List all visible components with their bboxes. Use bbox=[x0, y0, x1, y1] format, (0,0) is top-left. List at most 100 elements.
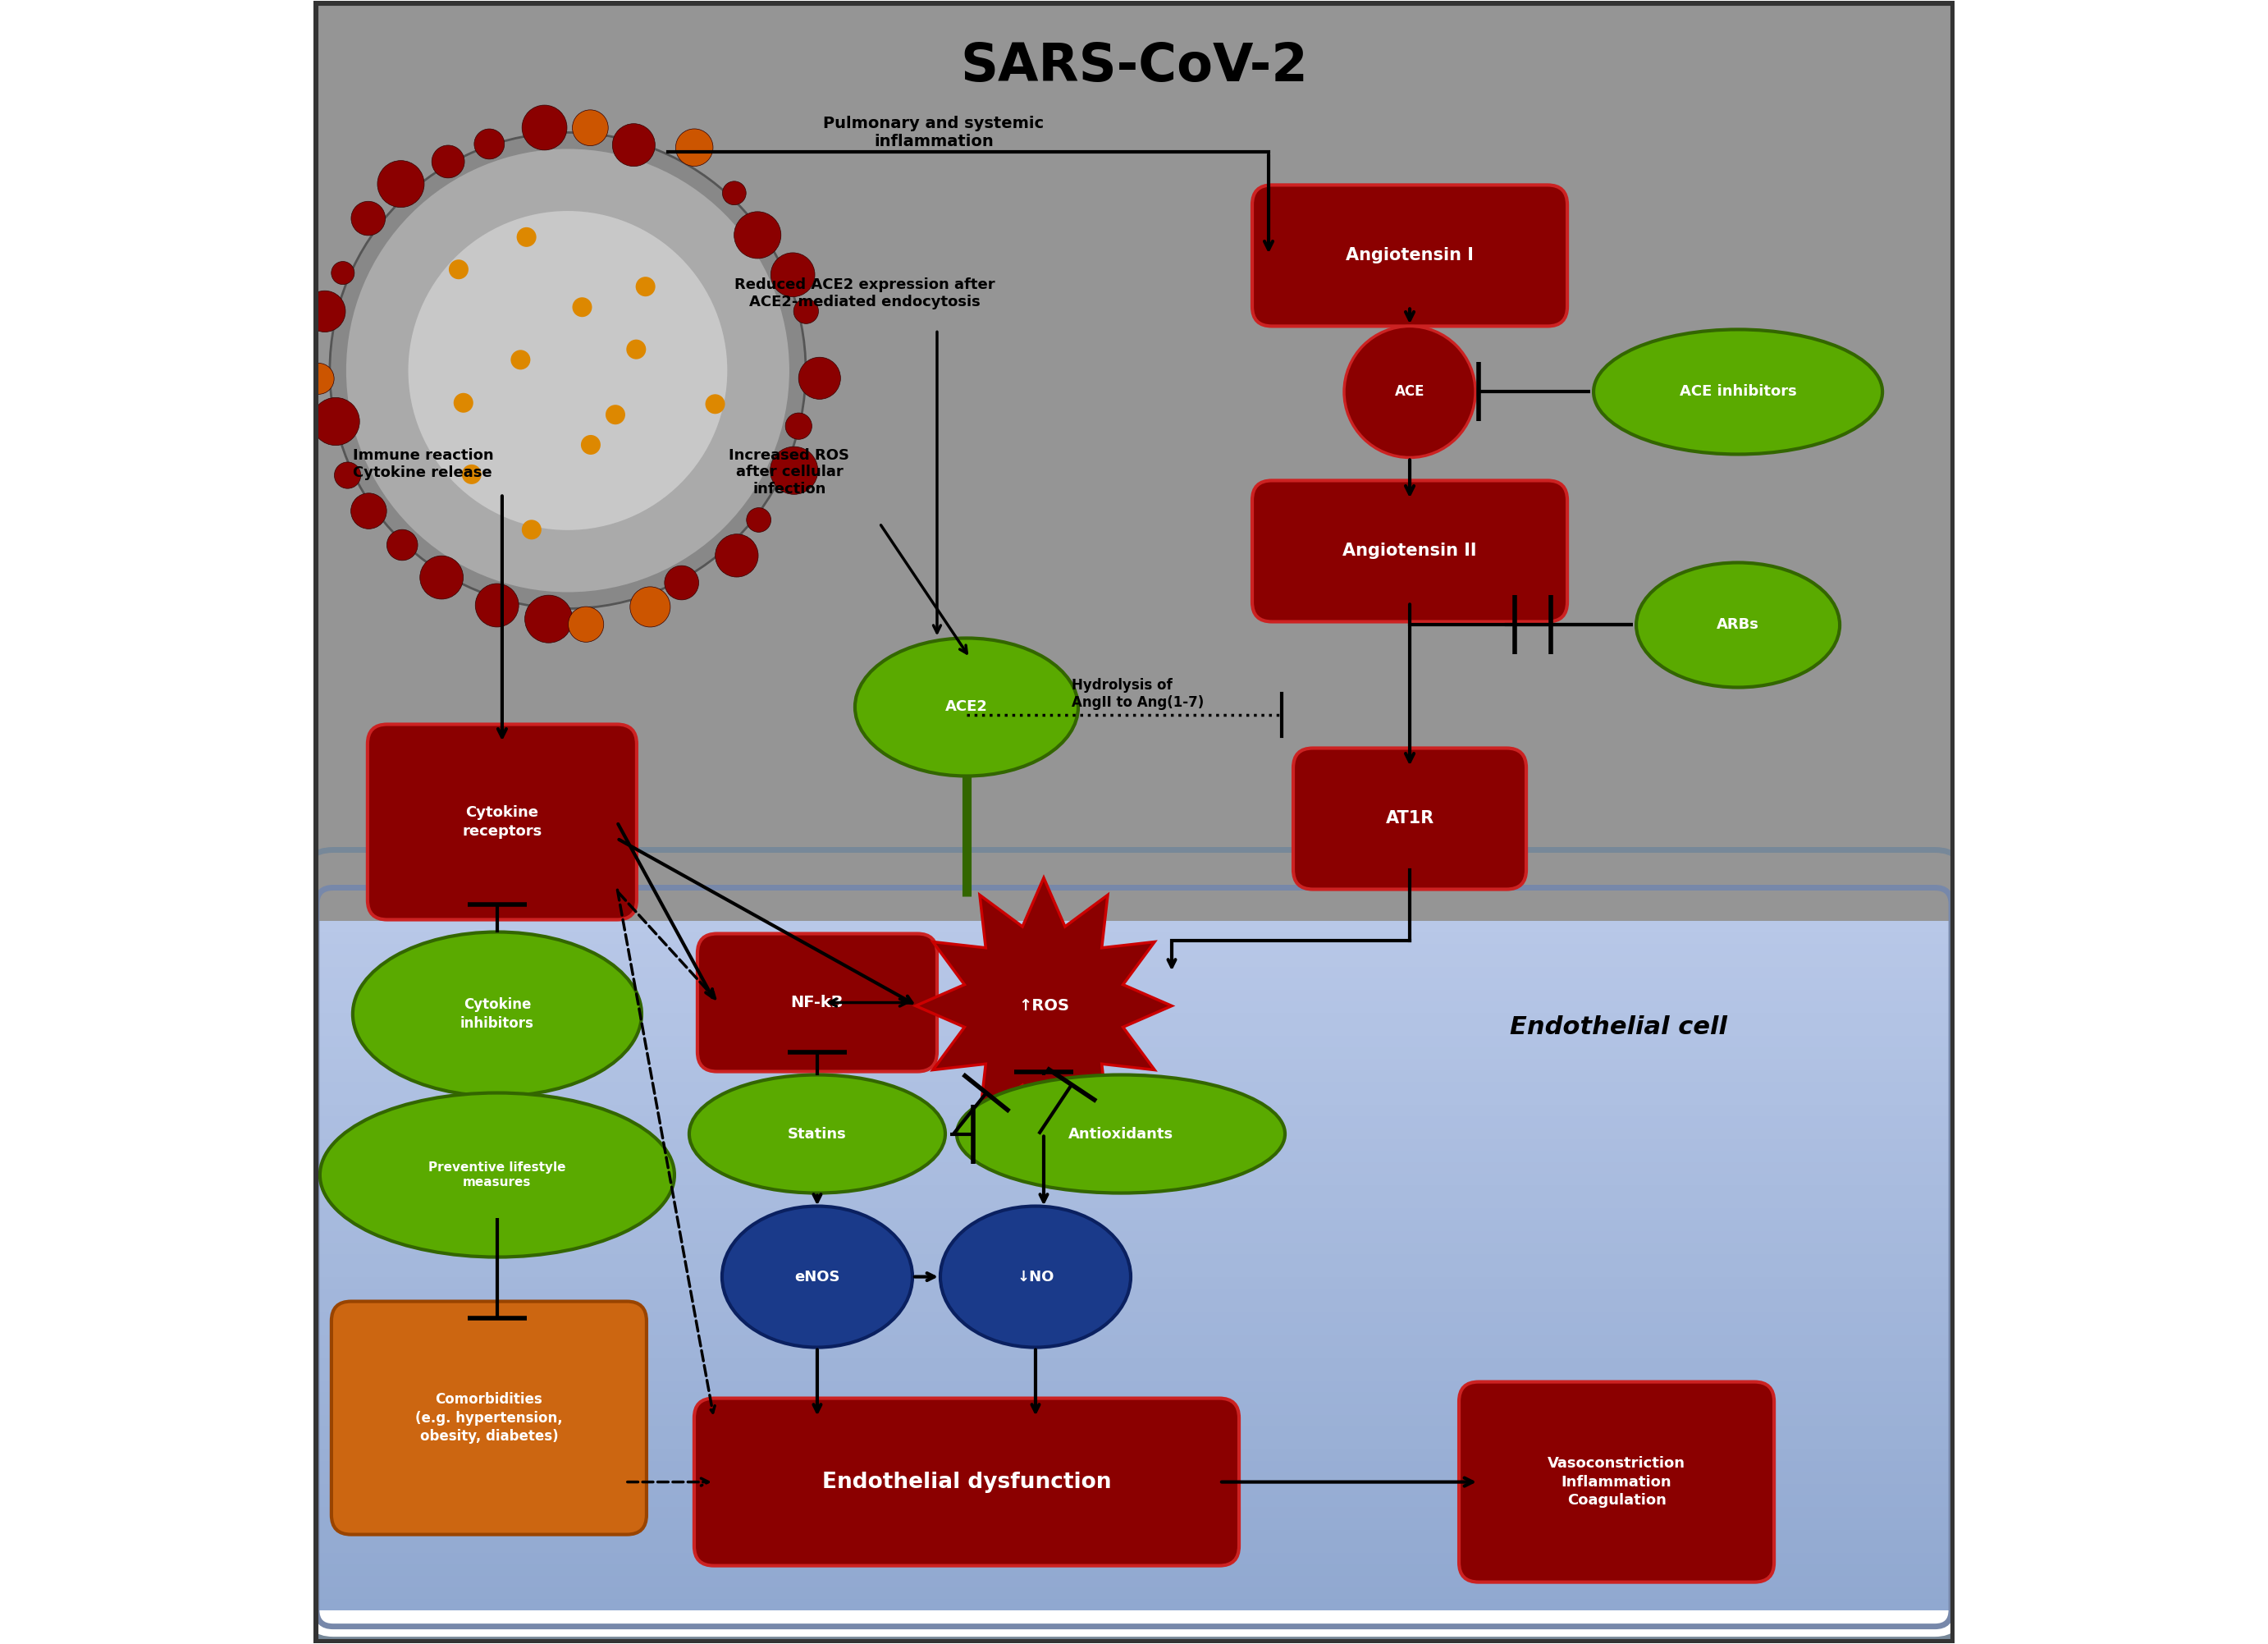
Bar bbox=[313, 1139, 1955, 1151]
Text: Immune reaction
Cytokine release: Immune reaction Cytokine release bbox=[354, 449, 494, 480]
Bar bbox=[313, 1529, 1955, 1540]
Ellipse shape bbox=[957, 1075, 1286, 1194]
Polygon shape bbox=[916, 878, 1173, 1134]
Text: Pulmonary and systemic
inflammation: Pulmonary and systemic inflammation bbox=[823, 115, 1043, 150]
Bar bbox=[313, 1575, 1955, 1586]
Bar bbox=[313, 1220, 1955, 1231]
Circle shape bbox=[798, 357, 841, 399]
Circle shape bbox=[352, 201, 386, 235]
Bar bbox=[313, 1517, 1955, 1529]
Text: Increased ROS
after cellular
infection: Increased ROS after cellular infection bbox=[728, 447, 850, 496]
Bar bbox=[313, 1586, 1955, 1598]
Circle shape bbox=[635, 276, 655, 296]
Text: Endothelial cell: Endothelial cell bbox=[1510, 1016, 1726, 1039]
FancyBboxPatch shape bbox=[1252, 480, 1567, 621]
Circle shape bbox=[785, 413, 812, 439]
Circle shape bbox=[522, 520, 542, 539]
Circle shape bbox=[311, 398, 361, 446]
Bar bbox=[313, 1335, 1955, 1346]
Bar bbox=[313, 1105, 1955, 1116]
Bar bbox=[313, 1506, 1955, 1517]
Circle shape bbox=[606, 404, 626, 424]
Circle shape bbox=[569, 607, 603, 643]
Bar bbox=[313, 1266, 1955, 1277]
Text: NF-kB: NF-kB bbox=[792, 995, 844, 1011]
Circle shape bbox=[572, 298, 592, 317]
Text: Angiotensin II: Angiotensin II bbox=[1343, 543, 1476, 559]
Circle shape bbox=[376, 161, 424, 207]
Text: ARBs: ARBs bbox=[1717, 618, 1760, 633]
Bar bbox=[313, 932, 1955, 944]
Ellipse shape bbox=[721, 1207, 912, 1348]
Text: Preventive lifestyle
measures: Preventive lifestyle measures bbox=[429, 1161, 567, 1189]
Circle shape bbox=[510, 350, 531, 370]
Text: Comorbidities
(e.g. hypertension,
obesity, diabetes): Comorbidities (e.g. hypertension, obesit… bbox=[415, 1392, 562, 1443]
Circle shape bbox=[304, 363, 333, 395]
Bar bbox=[313, 944, 1955, 955]
Bar bbox=[313, 1174, 1955, 1185]
Ellipse shape bbox=[855, 638, 1077, 776]
Bar bbox=[313, 1404, 1955, 1414]
Bar bbox=[313, 1460, 1955, 1471]
Bar bbox=[313, 978, 1955, 990]
Circle shape bbox=[463, 465, 481, 485]
Bar bbox=[313, 1231, 1955, 1243]
FancyBboxPatch shape bbox=[1293, 748, 1526, 889]
Bar bbox=[313, 1036, 1955, 1047]
Circle shape bbox=[794, 299, 819, 324]
Text: Antioxidants: Antioxidants bbox=[1068, 1126, 1173, 1141]
Bar bbox=[313, 1300, 1955, 1312]
Bar bbox=[313, 1093, 1955, 1105]
Text: Reduced ACE2 expression after
ACE2-mediated endocytosis: Reduced ACE2 expression after ACE2-media… bbox=[735, 278, 996, 309]
Text: Endothelial dysfunction: Endothelial dysfunction bbox=[821, 1471, 1111, 1493]
Circle shape bbox=[517, 227, 535, 247]
FancyBboxPatch shape bbox=[1252, 186, 1567, 326]
Circle shape bbox=[476, 584, 519, 626]
Bar bbox=[313, 1437, 1955, 1448]
Circle shape bbox=[522, 105, 567, 150]
FancyBboxPatch shape bbox=[331, 1302, 646, 1534]
Bar bbox=[313, 1128, 1955, 1139]
Bar bbox=[313, 1312, 1955, 1323]
Bar bbox=[313, 1414, 1955, 1425]
Bar bbox=[313, 1151, 1955, 1162]
Bar bbox=[313, 1024, 1955, 1036]
Bar bbox=[313, 1047, 1955, 1059]
Bar bbox=[313, 1197, 1955, 1208]
Circle shape bbox=[388, 529, 417, 561]
Ellipse shape bbox=[1594, 329, 1882, 454]
Ellipse shape bbox=[354, 932, 642, 1097]
Text: Angiotensin I: Angiotensin I bbox=[1345, 247, 1474, 263]
Text: ↓NO: ↓NO bbox=[1016, 1269, 1055, 1284]
Text: Cytokine
inhibitors: Cytokine inhibitors bbox=[460, 998, 533, 1031]
Circle shape bbox=[1345, 326, 1476, 457]
Bar bbox=[313, 1013, 1955, 1024]
Bar bbox=[313, 1483, 1955, 1494]
Text: Vasoconstriction
Inflammation
Coagulation: Vasoconstriction Inflammation Coagulatio… bbox=[1547, 1457, 1685, 1508]
Circle shape bbox=[735, 212, 780, 258]
Bar bbox=[313, 2, 1955, 921]
Circle shape bbox=[352, 493, 386, 529]
Bar bbox=[313, 1323, 1955, 1335]
Circle shape bbox=[333, 462, 361, 488]
Circle shape bbox=[347, 150, 789, 592]
Text: ACE: ACE bbox=[1395, 385, 1424, 399]
Circle shape bbox=[771, 253, 814, 298]
Bar bbox=[313, 1369, 1955, 1381]
Text: eNOS: eNOS bbox=[794, 1269, 839, 1284]
Circle shape bbox=[771, 447, 819, 495]
Bar bbox=[313, 967, 1955, 978]
Bar bbox=[313, 1425, 1955, 1437]
Circle shape bbox=[626, 340, 646, 358]
Circle shape bbox=[746, 508, 771, 533]
Bar bbox=[313, 921, 1955, 932]
Circle shape bbox=[454, 393, 474, 413]
Circle shape bbox=[631, 587, 671, 626]
Text: ↑ROS: ↑ROS bbox=[1018, 998, 1068, 1014]
FancyBboxPatch shape bbox=[1458, 1383, 1774, 1582]
Bar bbox=[313, 1243, 1955, 1254]
Circle shape bbox=[705, 395, 726, 414]
Text: ACE inhibitors: ACE inhibitors bbox=[1678, 385, 1796, 399]
Bar bbox=[313, 1598, 1955, 1609]
Bar bbox=[313, 990, 1955, 1001]
